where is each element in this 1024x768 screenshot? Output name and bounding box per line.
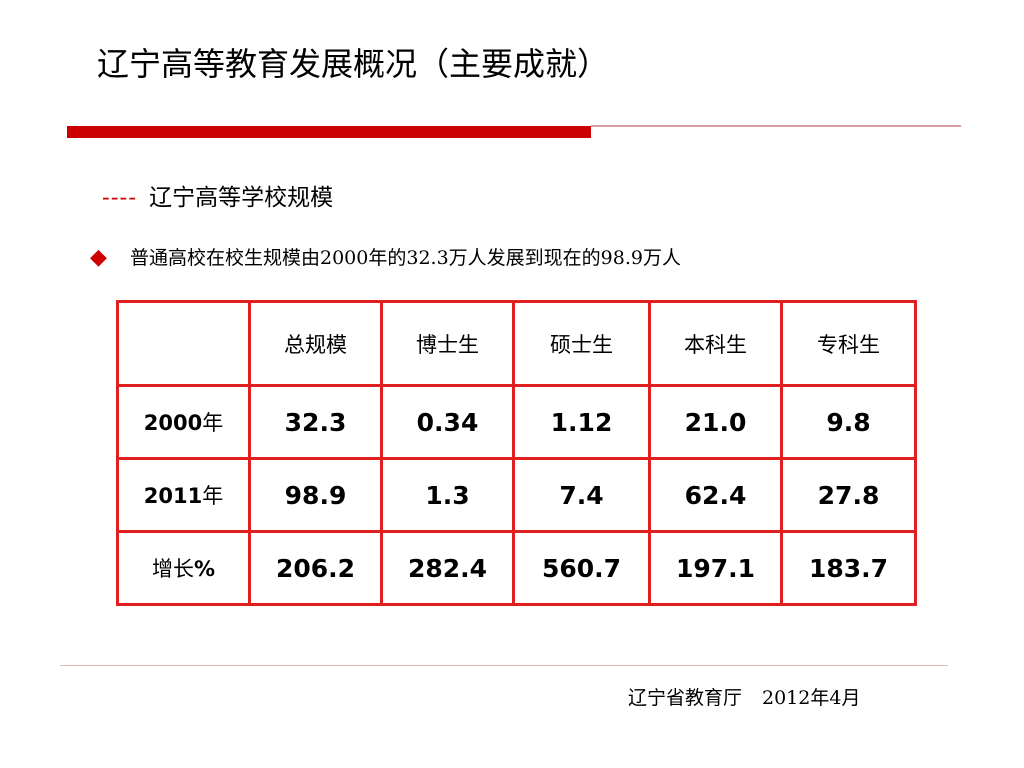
row-header-suffix: 年: [202, 484, 224, 508]
footer-divider: [60, 665, 948, 666]
bullet-text: 普通高校在校生规模由2000年的32.3万人发展到现在的98.9万人: [130, 247, 681, 269]
row-header-2000: 2000年: [116, 384, 251, 460]
table-cell: 282.4: [380, 530, 515, 606]
table-cell: 560.7: [512, 530, 651, 606]
title-underline-thick: [67, 126, 591, 138]
slide-title: 辽宁高等教育发展概况（主要成就）: [97, 45, 610, 83]
column-header-doctoral: 博士生: [380, 300, 515, 387]
table-cell: 7.4: [512, 457, 651, 533]
column-header-masters: 硕士生: [512, 300, 651, 387]
table-corner-cell: [116, 300, 251, 387]
table-cell: 206.2: [248, 530, 383, 606]
row-header-growth: 增长%: [116, 530, 251, 606]
row-header-year: 2000: [143, 411, 203, 435]
column-header-undergraduate: 本科生: [648, 300, 783, 387]
row-header-2011: 2011年: [116, 457, 251, 533]
table-row: 2000年 32.3 0.34 1.12 21.0 9.8: [116, 384, 917, 460]
table-cell: 32.3: [248, 384, 383, 460]
title-underline-thin: [591, 125, 961, 127]
table-cell: 62.4: [648, 457, 783, 533]
subtitle-dash: ----: [102, 185, 138, 211]
table-row: 增长% 206.2 282.4 560.7 197.1 183.7: [116, 530, 917, 606]
section-subtitle: ---- 辽宁高等学校规模: [102, 178, 333, 212]
table-cell: 98.9: [248, 457, 383, 533]
row-header-prefix: 增长: [151, 557, 194, 581]
footer: 辽宁省教育厅 2012年4月: [628, 683, 860, 710]
table-cell: 1.12: [512, 384, 651, 460]
table-cell: 197.1: [648, 530, 783, 606]
row-header-year: 2011: [143, 484, 203, 508]
column-header-vocational: 专科生: [780, 300, 917, 387]
table-cell: 27.8: [780, 457, 917, 533]
row-header-percent: %: [193, 557, 216, 581]
bullet-point: ◆ 普通高校在校生规模由2000年的32.3万人发展到现在的98.9万人: [90, 243, 681, 270]
enrollment-table: 总规模 博士生 硕士生 本科生 专科生 2000年 32.3 0.34 1.12…: [116, 300, 917, 606]
diamond-icon: ◆: [90, 245, 107, 270]
table-row: 2011年 98.9 1.3 7.4 62.4 27.8: [116, 457, 917, 533]
subtitle-text: 辽宁高等学校规模: [149, 185, 334, 211]
table-header-row: 总规模 博士生 硕士生 本科生 专科生: [116, 300, 917, 387]
table-cell: 21.0: [648, 384, 783, 460]
table-cell: 183.7: [780, 530, 917, 606]
table-cell: 1.3: [380, 457, 515, 533]
table-cell: 0.34: [380, 384, 515, 460]
row-header-suffix: 年: [202, 411, 224, 435]
column-header-total: 总规模: [248, 300, 383, 387]
footer-organization: 辽宁省教育厅: [628, 687, 743, 709]
footer-date: 2012年4月: [762, 687, 861, 709]
table-cell: 9.8: [780, 384, 917, 460]
